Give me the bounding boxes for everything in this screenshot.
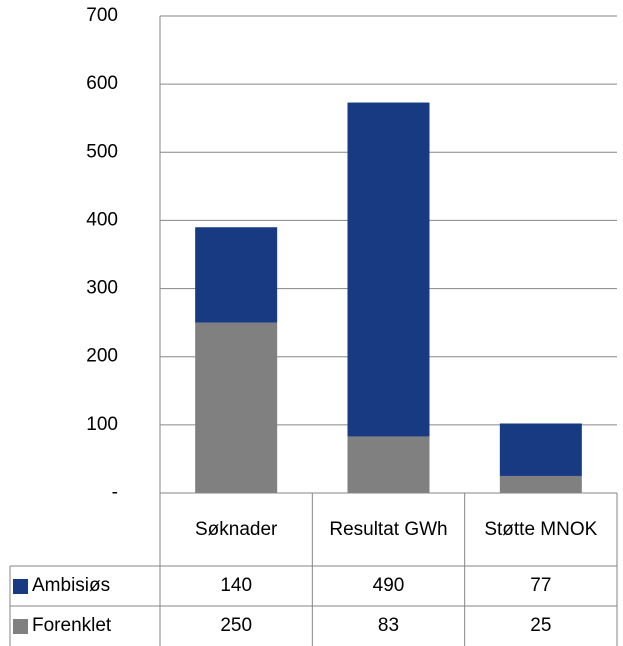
bar-segment [347, 436, 430, 493]
bar-segment [499, 423, 582, 476]
y-tick-label: 600 [86, 73, 118, 94]
y-tick-label: 400 [86, 209, 118, 230]
table-value: 250 [220, 615, 253, 636]
legend-entry: Ambisiøs [10, 566, 160, 606]
legend-key [13, 578, 28, 594]
y-tick-label: - [112, 482, 118, 503]
y-tick-label: 300 [86, 278, 118, 299]
bar-segment [195, 227, 278, 323]
bar-segment [347, 102, 430, 437]
table-value: 77 [530, 575, 552, 596]
table-value: 25 [530, 615, 552, 636]
x-tick-label: Søknader [194, 518, 278, 540]
table-value: 83 [377, 615, 400, 636]
x-tick-label: Støtte MNOK [484, 518, 598, 540]
table-value: 490 [372, 575, 405, 596]
bar-segment [499, 475, 582, 493]
legend-label: Ambisiøs [32, 575, 111, 596]
legend-key [13, 618, 28, 634]
legend-label: Forenklet [32, 615, 112, 636]
x-tick-label: Resultat GWh [329, 518, 448, 540]
y-tick-label: 700 [86, 5, 118, 26]
y-tick-label: 100 [86, 414, 118, 435]
table-value: 140 [220, 575, 253, 596]
y-tick-label: 500 [86, 141, 118, 162]
bar-segment [195, 322, 278, 493]
legend-entry: Forenklet [10, 606, 160, 646]
y-tick-label: 200 [86, 346, 118, 367]
